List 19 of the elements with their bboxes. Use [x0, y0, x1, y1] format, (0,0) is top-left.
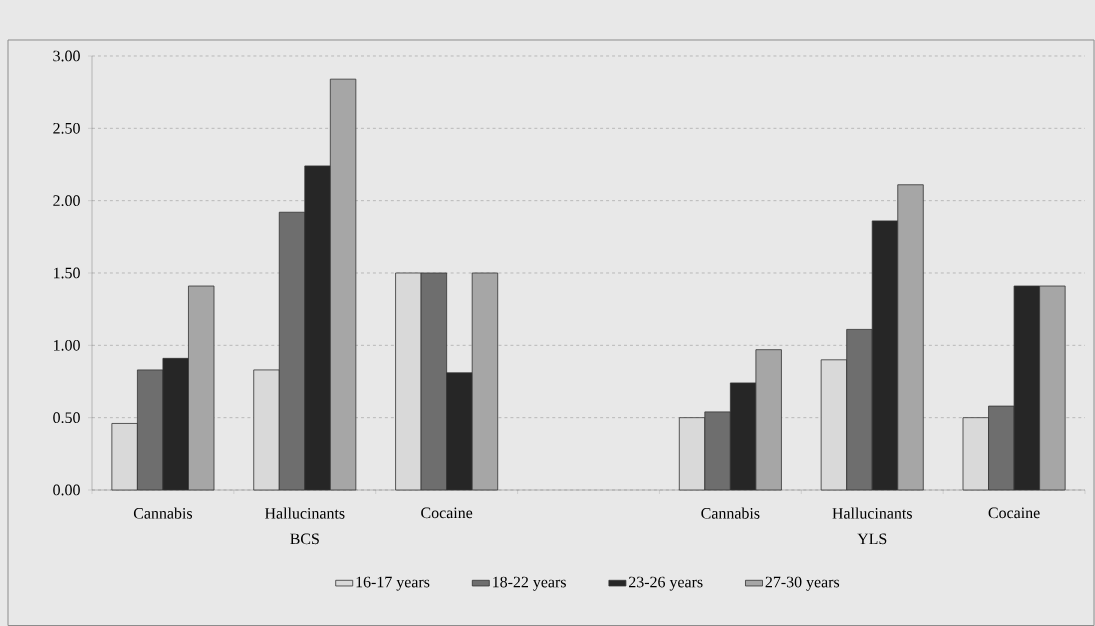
x-tick-label: Cannabis — [133, 507, 193, 519]
x-tick-label: Hallucinants — [832, 507, 912, 519]
legend-label: 16-17 years — [356, 576, 430, 591]
x-tick-label: Cannabis — [701, 507, 760, 519]
x-tick-label: Hallucinants — [264, 507, 345, 519]
y-tick-label: 0.00 — [53, 484, 80, 496]
y-tick-label: 1.00 — [54, 339, 80, 351]
legend-label: 23-26 years — [629, 576, 703, 591]
y-tick-label: 0.50 — [53, 412, 80, 424]
y-tick-label: 3.00 — [53, 50, 80, 62]
x-tick-label: Cocaine — [988, 507, 1040, 519]
text: YLS — [857, 533, 887, 545]
text: BCS — [290, 533, 319, 545]
x-tick-label: Cocaine — [421, 507, 473, 519]
y-tick-label: 2.50 — [53, 122, 80, 134]
legend-label: 27-30 years — [765, 576, 840, 591]
y-tick-label: 2.00 — [53, 195, 80, 207]
legend-label: 18-22 years — [493, 576, 566, 591]
y-tick-label: 1.50 — [54, 267, 80, 279]
